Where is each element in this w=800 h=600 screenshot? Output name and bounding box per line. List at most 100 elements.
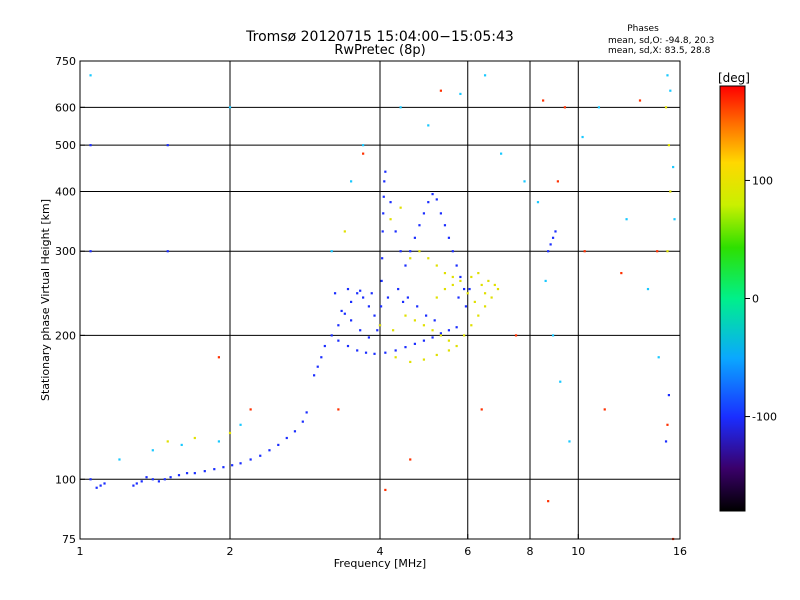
- data-point: [480, 408, 483, 411]
- data-point: [435, 353, 438, 357]
- data-point: [362, 152, 365, 155]
- data-point: [603, 408, 606, 411]
- data-point: [362, 144, 365, 147]
- data-point: [406, 296, 409, 299]
- data-point: [455, 344, 458, 348]
- data-point: [386, 296, 390, 299]
- data-point: [367, 336, 370, 339]
- data-point: [547, 500, 550, 503]
- data-point: [666, 250, 669, 253]
- data-point: [249, 458, 252, 461]
- data-point: [554, 230, 557, 233]
- data-point: [425, 314, 428, 317]
- data-point: [231, 464, 234, 467]
- data-point: [422, 324, 426, 327]
- data-point: [597, 106, 601, 109]
- data-point: [333, 292, 337, 295]
- data-point: [364, 351, 368, 354]
- data-point: [451, 250, 454, 253]
- data-point: [672, 165, 675, 169]
- data-point: [413, 342, 416, 345]
- data-point: [362, 296, 365, 299]
- data-point: [350, 300, 353, 304]
- data-point: [157, 480, 161, 483]
- data-point: [669, 89, 672, 92]
- data-point: [523, 180, 526, 183]
- data-point: [439, 334, 442, 337]
- data-point: [166, 250, 169, 253]
- data-point: [447, 339, 451, 342]
- data-point: [470, 324, 473, 327]
- data-point: [169, 476, 172, 479]
- data-point: [378, 324, 382, 327]
- chart-title: Tromsø 20120715 15:04:00−15:05:43: [245, 29, 514, 45]
- data-point: [451, 275, 454, 279]
- data-point: [409, 250, 412, 253]
- data-point: [132, 484, 135, 487]
- data-point: [305, 411, 308, 414]
- data-point: [316, 365, 319, 368]
- data-point: [118, 458, 121, 461]
- data-point: [382, 195, 385, 198]
- y-tick-label: 200: [55, 329, 76, 342]
- data-point: [435, 264, 438, 267]
- data-point: [185, 472, 189, 475]
- data-point: [463, 287, 466, 291]
- data-point: [459, 279, 462, 283]
- data-point: [544, 279, 547, 283]
- data-point: [559, 380, 562, 383]
- data-point: [500, 152, 503, 155]
- y-tick-label: 600: [55, 101, 76, 114]
- data-point: [404, 346, 407, 349]
- y-tick-label: 300: [55, 245, 76, 258]
- data-point: [459, 275, 462, 279]
- data-point: [99, 484, 102, 487]
- y-tick-label: 500: [55, 139, 76, 152]
- data-point: [350, 319, 353, 322]
- data-point: [389, 218, 392, 221]
- data-point: [166, 144, 169, 147]
- data-point: [217, 440, 220, 443]
- data-point: [381, 257, 384, 260]
- data-point: [89, 144, 92, 147]
- colorbar-tick-label: 100: [752, 174, 773, 187]
- data-point: [493, 283, 496, 287]
- colorbar-ticks: 100 0 -100: [745, 174, 777, 424]
- data-point: [392, 329, 395, 332]
- data-point: [228, 431, 232, 435]
- data-point: [399, 106, 402, 109]
- data-point: [514, 334, 518, 337]
- data-point: [418, 250, 421, 253]
- data-point: [285, 436, 288, 440]
- data-point: [384, 170, 387, 173]
- y-tick-label: 75: [62, 533, 76, 546]
- data-point: [416, 305, 419, 308]
- data-point: [177, 474, 181, 477]
- data-point: [103, 482, 106, 485]
- data-point: [549, 243, 552, 246]
- data-point: [145, 476, 148, 479]
- data-point: [337, 408, 340, 411]
- data-point: [389, 201, 392, 204]
- data-point: [213, 468, 216, 471]
- data-point: [217, 356, 220, 359]
- data-point: [89, 74, 92, 77]
- data-point: [413, 236, 416, 239]
- data-point: [447, 236, 451, 239]
- colorbar-tick-label: 0: [752, 293, 759, 306]
- data-point: [542, 99, 545, 102]
- data-point: [346, 344, 350, 348]
- y-tick-label: 400: [55, 185, 76, 198]
- data-point: [384, 488, 387, 492]
- data-point: [409, 360, 412, 364]
- data-point: [666, 423, 669, 426]
- data-point: [451, 283, 454, 287]
- data-point: [551, 236, 555, 239]
- data-point: [638, 99, 642, 102]
- data-point: [468, 287, 471, 291]
- axis-ticks: 1 2 4 6 8 10 16 75 100 200 300 400 500 600 750: [55, 55, 687, 558]
- phases-x-line: mean, sd,X: 83.5, 28.8: [608, 46, 711, 56]
- data-point: [463, 334, 466, 337]
- data-point: [455, 264, 458, 267]
- data-point: [394, 356, 397, 359]
